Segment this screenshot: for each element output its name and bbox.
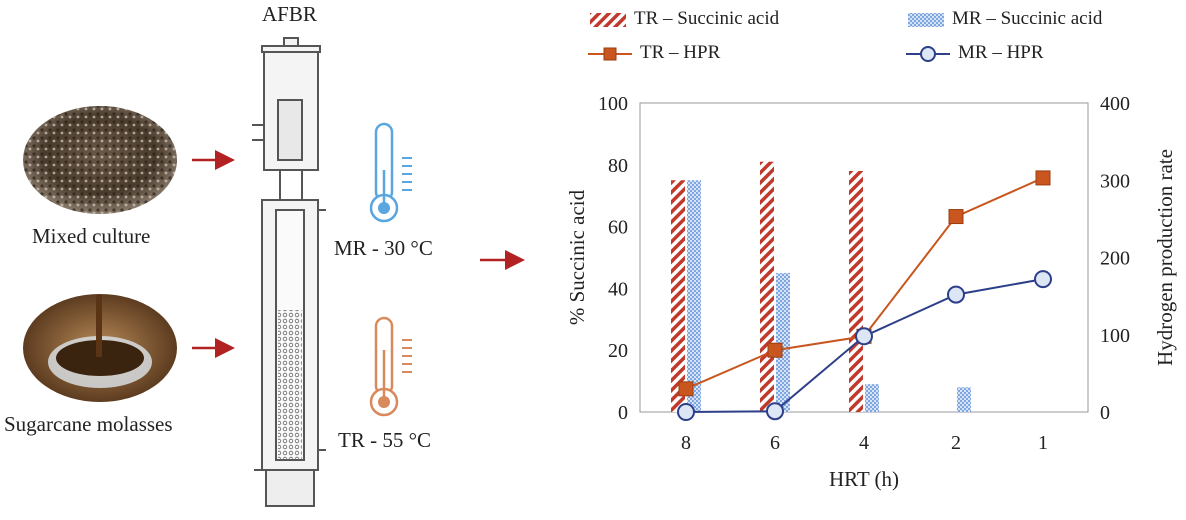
x-tick-label: 8 [681,432,691,454]
bar-mr-succinic [957,387,971,412]
x-tick-label: 2 [951,432,961,454]
legend-swatch-tr-hpr [588,47,632,61]
point-mr-hpr [766,402,784,421]
bar-mr-succinic [865,384,879,412]
y-left-tick-label: 100 [598,93,628,115]
molasses-photo-icon [23,294,177,402]
point-tr-hpr [856,328,872,344]
y-left-tick-label: 80 [608,155,628,177]
y-right-tick-label: 400 [1100,93,1130,115]
bar-tr-succinic [671,180,685,412]
reactor-title: AFBR [262,2,317,26]
y-right-axis-title: Hydrogen production rate [1153,149,1177,366]
legend-label-mr-hpr: MR – HPR [958,42,1044,63]
point-tr-hpr [948,209,964,225]
input-label-mixed-culture: Mixed culture [32,224,151,248]
bar-mr-succinic [687,180,701,412]
point-tr-hpr [1035,170,1051,186]
line-mr-hpr [685,278,1044,413]
bar-tr-succinic [849,170,863,412]
input-label-molasses: Sugarcane molasses [4,412,173,436]
y-right-tick-label: 200 [1100,248,1130,270]
thermometer-icon [369,122,412,223]
process-diagram [23,37,525,507]
bar-mr-succinic [776,272,790,412]
x-tick-label: 1 [1038,432,1048,454]
y-left-tick-label: 40 [608,278,628,300]
legend-swatch-tr-succinic [590,13,626,27]
y-right-tick-label: 100 [1100,325,1130,347]
y-left-axis-title: % Succinic acid [565,189,589,325]
plot-frame [639,102,1089,413]
legend-label-tr-hpr: TR – HPR [640,42,721,63]
y-right-tick-label: 300 [1100,170,1130,192]
point-tr-hpr [767,342,783,358]
mixed-culture-photo-icon [23,106,177,214]
x-tick-label: 6 [770,432,780,454]
point-tr-hpr [678,381,694,397]
legend-label-tr-succinic: TR – Succinic acid [634,8,780,29]
legend-swatch-mr-hpr [906,46,950,62]
afbr-reactor-icon [252,37,326,507]
y-left-tick-label: 0 [618,402,628,424]
point-mr-hpr [677,403,695,421]
point-mr-hpr [947,285,965,304]
x-axis-title: HRT (h) [829,467,899,491]
point-mr-hpr [855,327,873,346]
thermometer-icon [369,316,412,417]
point-mr-hpr [1034,270,1052,289]
line-tr-hpr [685,177,1044,390]
y-left-tick-label: 60 [608,217,628,239]
x-tick-label: 4 [859,432,869,454]
y-left-tick-label: 20 [608,340,628,362]
bar-tr-succinic [760,161,774,412]
reactor-label-mr: MR - 30 °C [334,236,433,260]
legend-swatch-mr-succinic [908,13,944,27]
legend-label-mr-succinic: MR – Succinic acid [952,8,1103,29]
y-right-tick-label: 0 [1100,402,1110,424]
reactor-label-tr: TR - 55 °C [338,428,431,452]
